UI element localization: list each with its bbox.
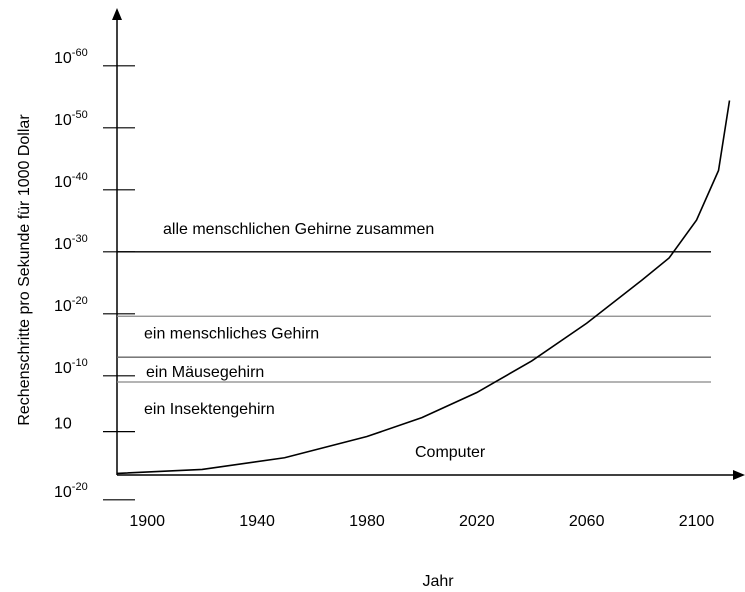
reference-label: ein menschliches Gehirn <box>144 325 319 342</box>
y-tick-label: 10-60 <box>54 47 88 67</box>
y-tick-label: 10-40 <box>54 171 88 191</box>
x-axis-arrow <box>733 470 745 480</box>
reference-label: ein Insektengehirn <box>144 401 275 418</box>
x-tick-label: 1980 <box>349 513 385 530</box>
x-tick-label: 1900 <box>129 513 165 530</box>
series-label: Computer <box>415 444 486 461</box>
reference-label: ein Mäusegehirn <box>146 364 264 381</box>
y-tick-label: 10 <box>54 416 72 433</box>
x-tick-label: 1940 <box>239 513 275 530</box>
y-axis-arrow <box>112 8 122 20</box>
y-tick-label: 10-10 <box>54 357 88 377</box>
y-tick-label: 10-50 <box>54 109 88 129</box>
y-tick-label: 10-20 <box>54 481 88 501</box>
x-tick-label: 2060 <box>569 513 605 530</box>
y-axis-label: Rechenschritte pro Sekunde für 1000 Doll… <box>16 114 33 426</box>
x-axis-label: Jahr <box>422 573 454 590</box>
line-series <box>116 100 731 475</box>
x-tick-label: 2100 <box>679 513 715 530</box>
y-tick-label: 10-30 <box>54 233 88 253</box>
reference-label: alle menschlichen Gehirne zusammen <box>163 221 434 238</box>
y-tick-label: 10-20 <box>54 295 88 315</box>
x-tick-label: 2020 <box>459 513 495 530</box>
